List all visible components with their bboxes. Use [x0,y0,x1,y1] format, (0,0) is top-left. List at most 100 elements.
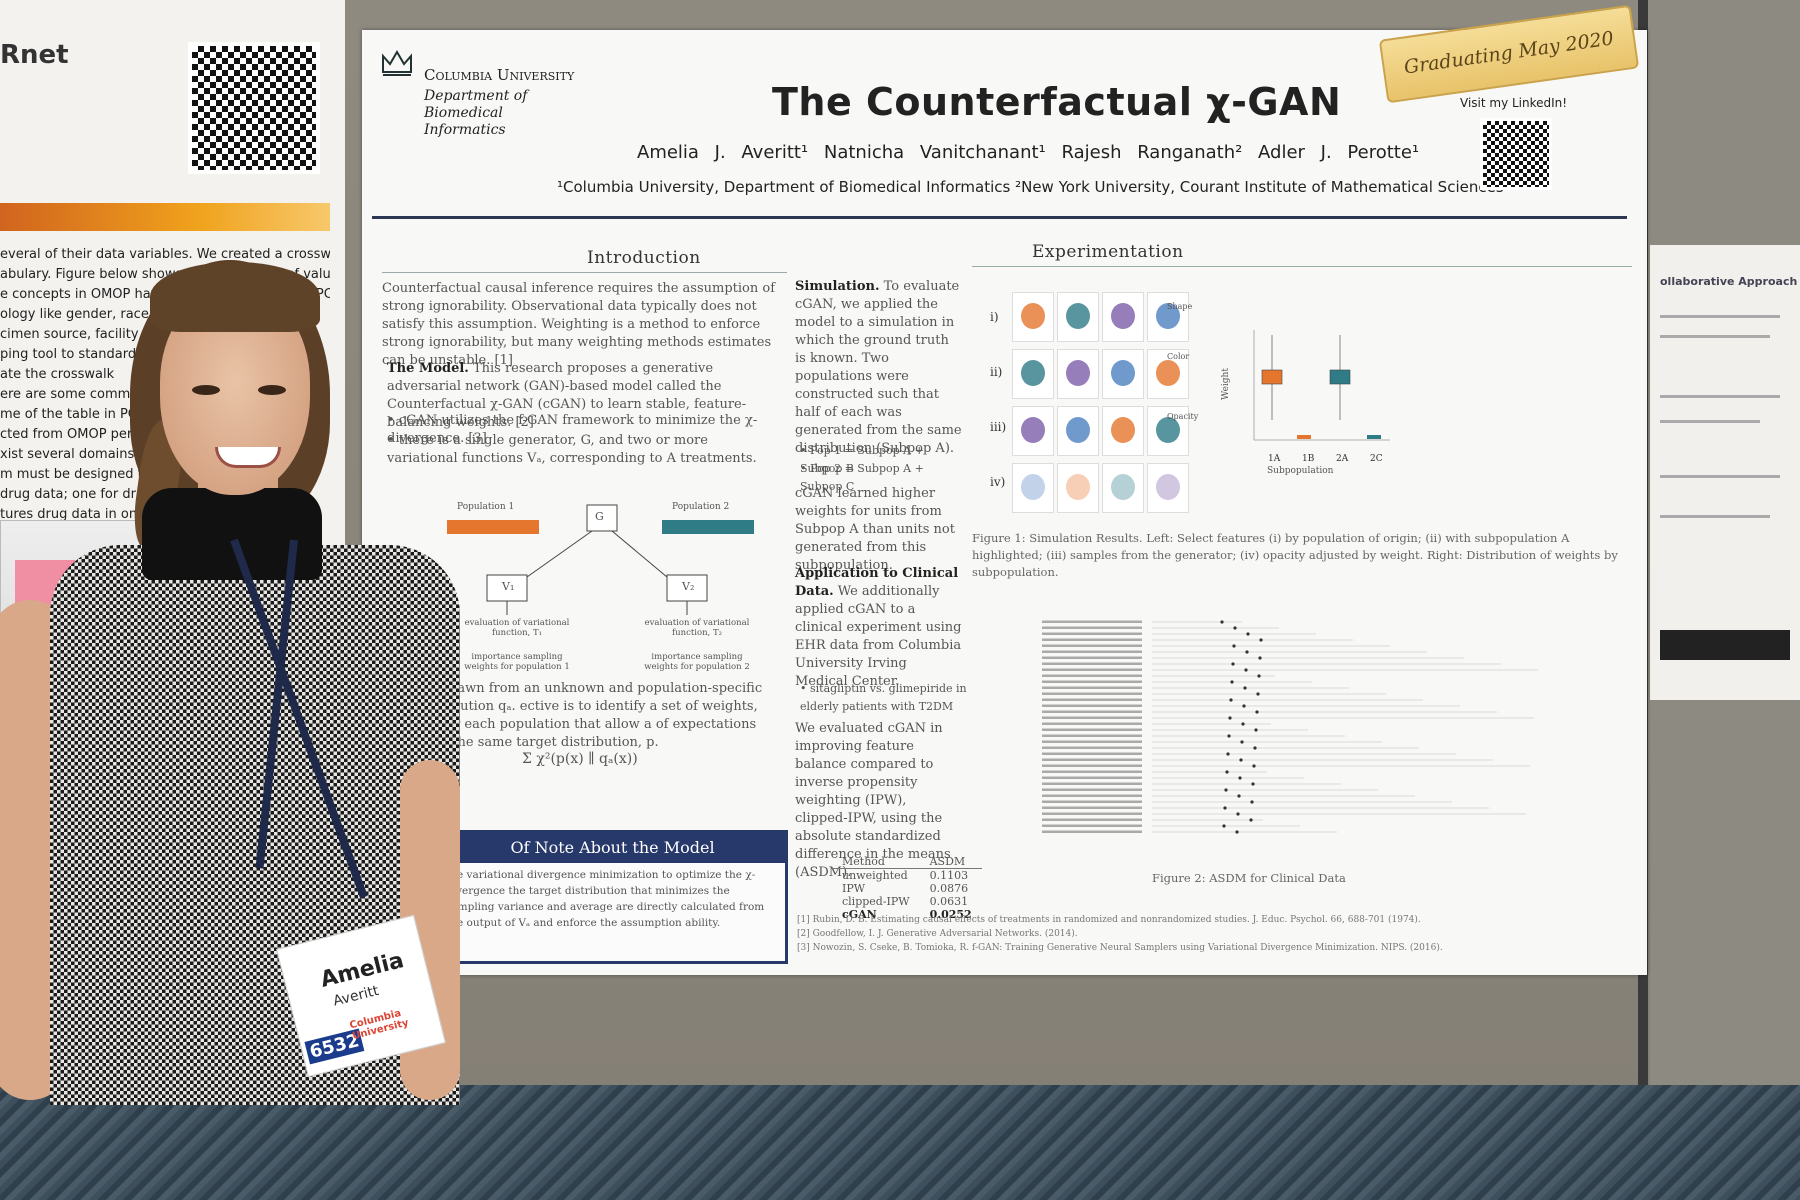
badge-org: Columbia University [348,1008,410,1043]
scatter-panel [1012,349,1054,399]
asdm-dotplot [1042,620,1538,834]
dotplot-point [1241,722,1245,726]
scatter-cluster [1066,360,1090,386]
dotplot-point [1242,704,1246,708]
eval-2-label: evaluation of variational function, T₂ [644,618,750,638]
dotplot-point [1253,746,1257,750]
dotplot-point [1222,824,1226,828]
left-poster-line: drug data; one for drug [0,487,153,502]
dotplot-row-label [1042,656,1142,659]
right-poster-diagram [1660,630,1790,660]
dotplot-point [1223,806,1227,810]
right-poster-text-line [1660,475,1780,478]
poster-authors: Amelia J. Averitt¹ Natnicha Vanitchanant… [637,142,1420,163]
table-cell: 0.0252 [929,908,972,921]
boxplot-ylabel: Weight [1220,368,1231,400]
dotplot-row-label [1042,734,1142,737]
dotplot-row-label [1042,788,1142,791]
table-cell: IPW [842,882,866,895]
dotplot-point [1256,692,1260,696]
v2-label: V₂ [682,580,695,593]
population-1-label: Population 1 [457,502,515,512]
dotplot-point [1257,674,1261,678]
person-eye-left [192,385,220,395]
left-poster-line: everal of their data variables. We creat… [0,247,330,262]
model-text: This research proposes a generative adve… [387,361,747,430]
dotplot-point [1255,710,1259,714]
references: [1] Rubin, D. B. Estimating causal effec… [797,913,1617,955]
dotplot-row-label [1042,704,1142,707]
dotplot-point [1245,650,1249,654]
dotplot-point [1246,632,1250,636]
dotplot-row-label [1042,758,1142,761]
weight-boxplot [1253,330,1390,441]
application-bullet: • sitagliptin vs. glimepiride in elderly… [800,682,967,713]
dotplot-point [1224,788,1228,792]
dotplot-row-label [1042,644,1142,647]
intro-title: Introduction [587,248,701,268]
boxplot-xlabel: Subpopulation [1267,466,1334,476]
importance-2-label: importance sampling weights for populati… [644,652,750,672]
generator-label: G [595,510,604,523]
scatter-cluster [1066,474,1090,500]
pop-def-2: • Pop 2 = Subpop A + Subpop C [800,462,924,493]
dotplot-row-label [1042,710,1142,713]
dotplot-point [1233,626,1237,630]
dotplot-point [1254,728,1258,732]
boxplot-category-label: 1B [1302,454,1315,464]
scatter-panel [1012,292,1054,342]
left-poster-line: ere are some commonalit [0,387,167,402]
objective-formula: Σ χ²(p(x) ∥ qₐ(x)) [522,751,638,767]
dotplot-row-label [1042,794,1142,797]
right-poster-text-line [1660,515,1770,518]
note-box: Of Note About the Model the variational … [437,830,788,964]
importance-1-label: importance sampling weights for populati… [464,652,570,672]
scatter-cluster [1111,417,1135,443]
scatter-cluster [1156,303,1180,329]
dotplot-row-label [1042,680,1142,683]
dotplot-row-label [1042,716,1142,719]
scatter-cluster [1066,303,1090,329]
left-poster-line: tures drug data in one tab [0,507,171,522]
scatter-row-label: iv) [990,475,1006,489]
dotplot-row-label [1042,632,1142,635]
dotplot-point [1235,830,1239,834]
linkedin-qr-icon [1480,118,1552,190]
dotplot-row-label [1042,806,1142,809]
columbia-crown-icon [382,50,412,76]
table-row: unweighted 0.1103 [832,869,982,882]
dotplot-row-label [1042,728,1142,731]
dotplot-row-label [1042,740,1142,743]
table-row: IPW 0.0876 [832,882,982,895]
dotplot-row-label [1042,830,1142,833]
dotplot-row-label [1042,698,1142,701]
dotplot-point [1229,698,1233,702]
pop-def-1: • Pop 1 = Subpop A + Subpop B [800,444,924,475]
dotplot-point [1252,764,1256,768]
asdm-table: Method ASDM unweighted 0.1103 IPW 0.0876 clip… [832,855,982,921]
model-heading: The Model. [387,361,469,376]
scatter-cluster [1021,360,1045,386]
dotplot-row-label [1042,638,1142,641]
dotplot-point [1228,716,1232,720]
reference-item: [2] Goodfellow, I. J. Generative Adversa… [797,929,1078,939]
table-row: clipped-IPW 0.0631 [832,895,982,908]
scatter-panel [1102,463,1144,513]
gan-diagram [447,504,754,615]
dotplot-row-label [1042,782,1142,785]
right-poster-text-line [1660,315,1780,318]
boxplot-category-label: 2C [1370,454,1383,464]
application-text: We additionally applied cGAN to a clinic… [795,584,962,689]
scatter-cluster [1021,417,1045,443]
person-hair-front [150,262,320,332]
dotplot-point [1259,638,1263,642]
left-poster-stripe [0,203,330,231]
legend-shape: Shape [1167,302,1193,311]
right-poster-text-line [1660,395,1780,398]
poster-header: Columbia University Department of Biomed… [362,4,1647,220]
dotplot-row-label [1042,686,1142,689]
scatter-cluster [1066,417,1090,443]
reference-item: [3] Nowozin, S. Cseke, B. Tomioka, R. f-… [797,943,1443,953]
scatter-panel [1057,349,1099,399]
main-poster: Columbia University Department of Biomed… [362,4,1647,975]
